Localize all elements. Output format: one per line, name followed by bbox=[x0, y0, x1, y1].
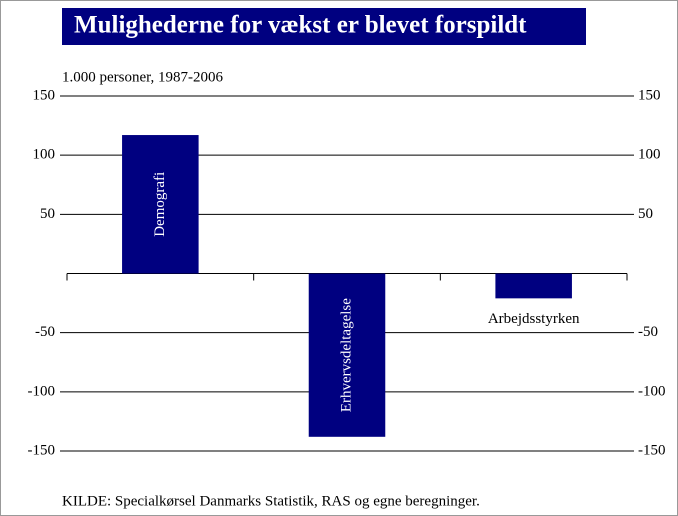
y-tick-label: 150 bbox=[33, 87, 56, 103]
subtitle: 1.000 personer, 1987-2006 bbox=[62, 69, 224, 85]
y-tick-label: -50 bbox=[35, 324, 55, 340]
y2-tick-label: -100 bbox=[638, 383, 666, 399]
y-tick-label: -150 bbox=[28, 442, 56, 458]
title-box bbox=[62, 8, 586, 45]
bar-label: Demografi bbox=[152, 172, 168, 237]
y2-tick-label: -50 bbox=[638, 324, 658, 340]
y-tick-label: 50 bbox=[40, 206, 55, 222]
chart-title: Mulighederne for vækst er blevet forspil… bbox=[74, 12, 527, 39]
y-tick-label: -100 bbox=[28, 383, 56, 399]
bar bbox=[495, 273, 572, 299]
bar bbox=[122, 135, 199, 274]
y2-tick-label: 50 bbox=[638, 206, 653, 222]
bar-label: Arbejdsstyrken bbox=[488, 311, 580, 327]
y2-tick-label: 150 bbox=[638, 87, 661, 103]
y2-tick-label: 100 bbox=[638, 147, 661, 163]
y2-tick-label: -150 bbox=[638, 442, 666, 458]
bar-label: Erhvervsdeltagelse bbox=[338, 298, 354, 412]
y-tick-label: 100 bbox=[33, 147, 56, 163]
bar bbox=[308, 273, 386, 437]
source: KILDE: Specialkørsel Danmarks Statistik,… bbox=[62, 493, 480, 509]
